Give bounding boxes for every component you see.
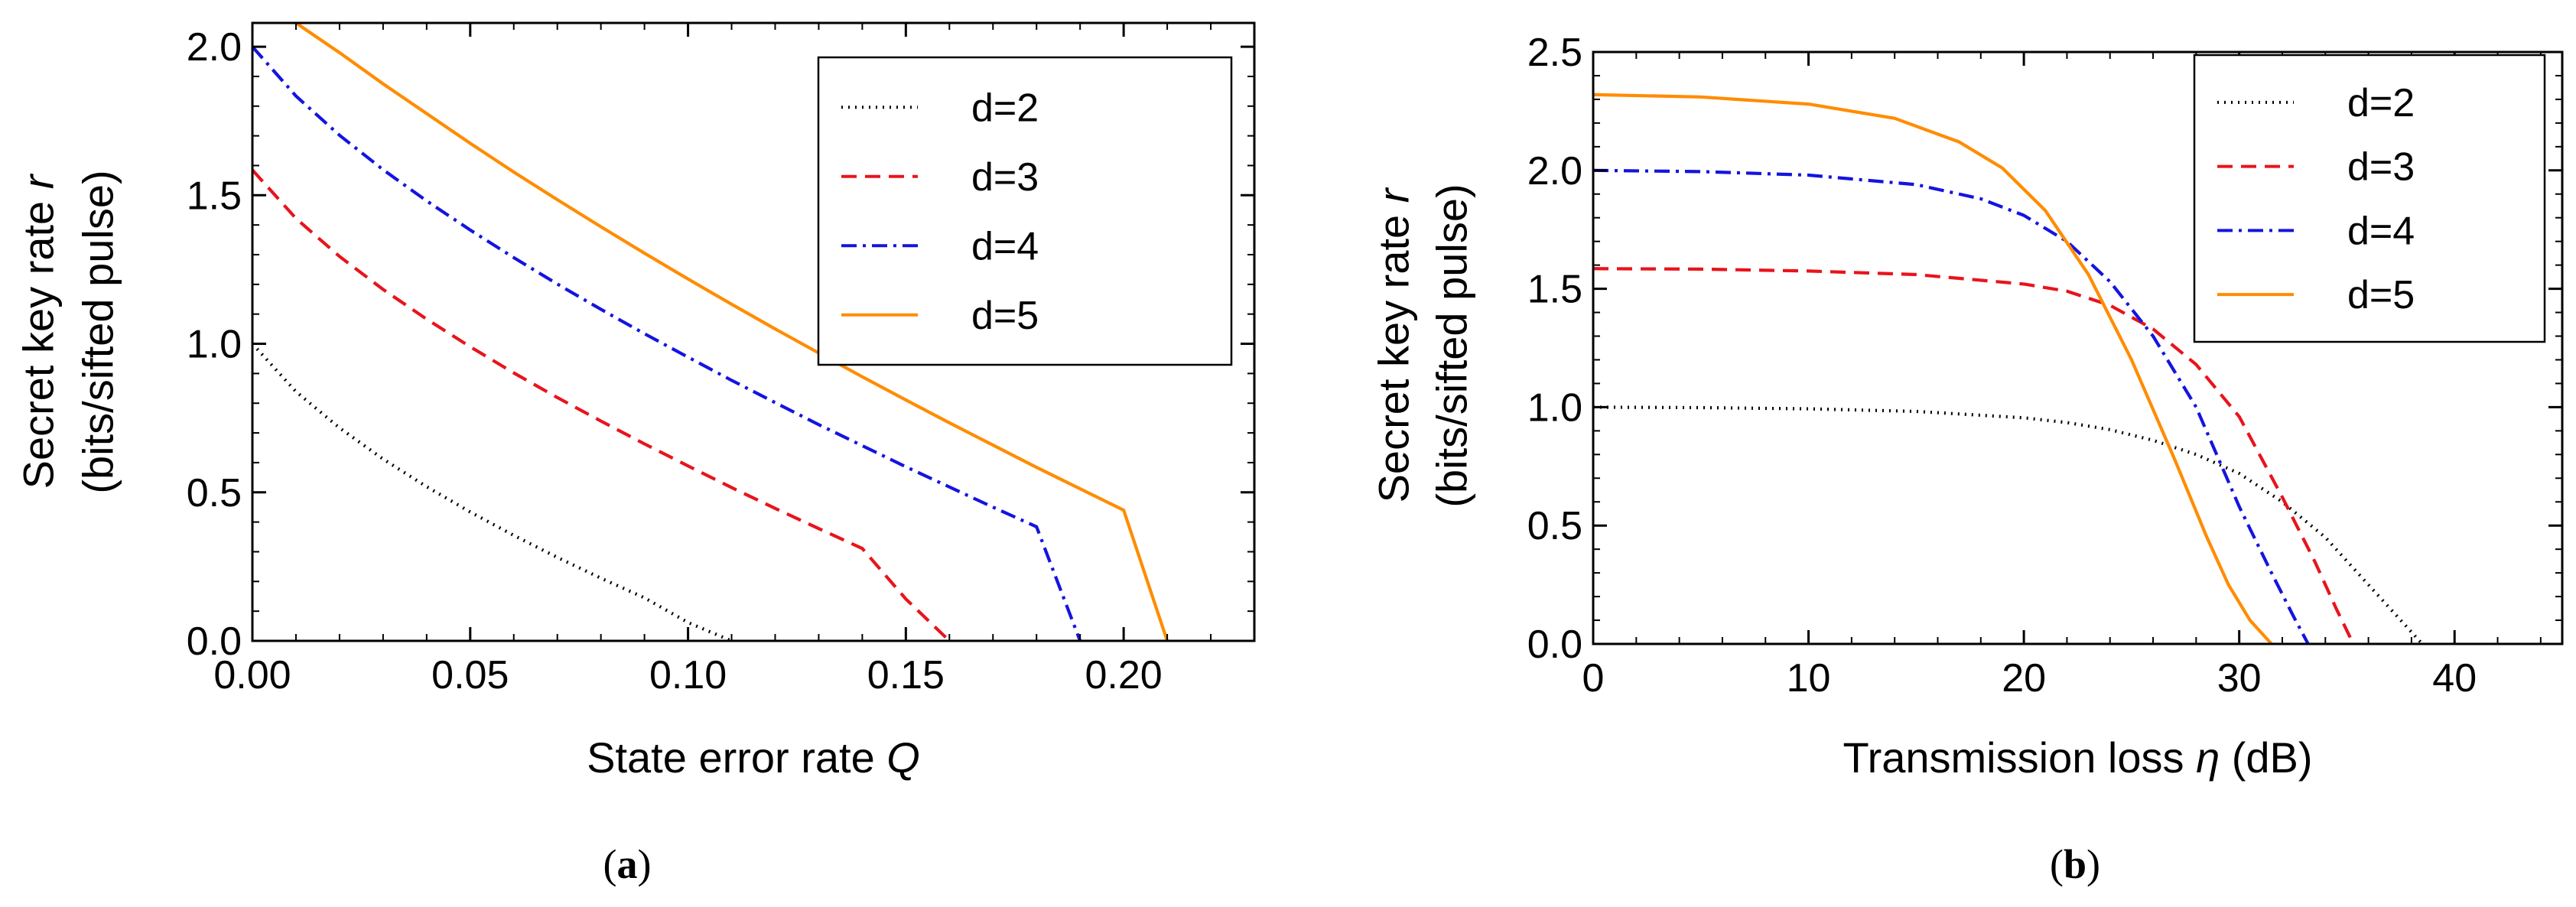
legend-label: d=4 (971, 224, 1039, 268)
x-tick-label: 0.10 (649, 653, 727, 697)
y-tick-label: 0.0 (1527, 623, 1582, 667)
plot-frame (1592, 50, 2564, 645)
legend-label: d=5 (2347, 273, 2415, 317)
series-line-d5 (1593, 93, 2273, 644)
y-tick-label: 2.0 (187, 25, 242, 70)
plot-frame (251, 21, 1256, 642)
y-tick-label: 2.0 (1527, 149, 1582, 193)
x-tick-label: 0.00 (213, 653, 291, 697)
legend-label: d=5 (971, 294, 1039, 338)
panel-label: (a) (603, 841, 652, 887)
y-tick-label: 1.0 (1527, 385, 1582, 430)
legend-label: d=3 (971, 155, 1039, 200)
x-tick-label: 40 (2432, 656, 2477, 701)
y-axis-sublabel: (bits/sifted pulse) (74, 170, 122, 493)
legend-label: d=4 (2347, 209, 2415, 253)
series-line-d5 (294, 23, 1169, 641)
chart-panel-b: 0 10 20 30 40 0.0 0.5 1.0 1.5 2.0 2.5 Transmission … (1370, 31, 2564, 887)
series-line-d4 (252, 45, 1082, 641)
y-axis-sublabel: (bits/sifted pulse) (1428, 184, 1476, 507)
y-tick-label: 2.5 (1527, 31, 1582, 75)
x-tick-label: 0.05 (431, 653, 509, 697)
x-axis-label: State error rate Q (587, 733, 920, 782)
series-line-d3 (252, 168, 951, 641)
y-tick-label: 0.5 (1527, 504, 1582, 548)
x-tick-label: 0.20 (1085, 653, 1163, 697)
x-tick-label: 0 (1582, 656, 1605, 701)
panel-label: (b) (2050, 841, 2100, 887)
legend-label: d=3 (2347, 145, 2415, 190)
y-tick-label: 1.5 (1527, 268, 1582, 312)
x-axis-label: Transmission loss η (dB) (1843, 733, 2312, 782)
y-tick-label: 0.5 (187, 471, 242, 515)
x-tick-label: 0.15 (867, 653, 945, 697)
y-tick-label: 0.0 (187, 619, 242, 664)
series-line-d3 (1593, 267, 2355, 644)
legend: d=2 d=3 d=4 d=5 (817, 56, 1233, 366)
chart-panel-a: 0.00 0.05 0.10 0.15 0.20 0.0 0.5 1.0 1.5 2.0 State… (15, 21, 1256, 887)
y-axis-label: Secret key rate r (15, 173, 63, 489)
x-tick-label: 20 (2002, 656, 2046, 701)
legend-label: d=2 (971, 86, 1039, 130)
legend: d=2 d=3 d=4 d=5 (2193, 54, 2546, 343)
y-axis-label: Secret key rate r (1370, 187, 1418, 502)
y-tick-label: 1.0 (187, 323, 242, 367)
y-tick-label: 1.5 (187, 174, 242, 218)
x-tick-label: 10 (1787, 656, 1831, 701)
x-tick-label: 30 (2217, 656, 2262, 701)
legend-label: d=2 (2347, 81, 2415, 125)
series-line-d4 (1593, 168, 2310, 644)
